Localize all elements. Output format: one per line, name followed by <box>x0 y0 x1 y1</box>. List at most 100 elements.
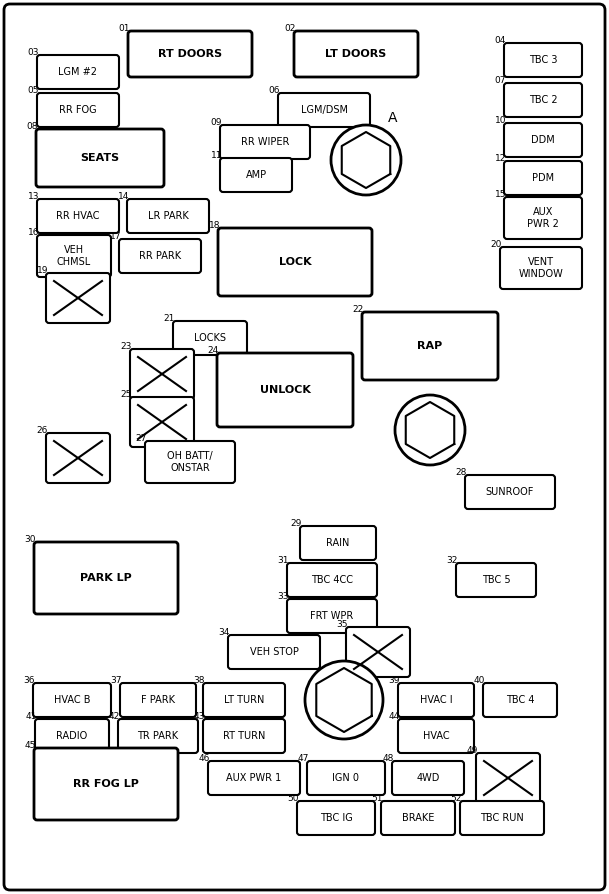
Text: 23: 23 <box>121 342 132 351</box>
Text: 13: 13 <box>27 192 39 201</box>
Text: 06: 06 <box>269 86 280 95</box>
Text: AMP: AMP <box>245 170 267 180</box>
Text: VEH
CHMSL: VEH CHMSL <box>57 245 91 266</box>
Text: 19: 19 <box>37 266 48 275</box>
Text: 08: 08 <box>27 122 38 131</box>
Text: 48: 48 <box>382 754 394 763</box>
Text: 43: 43 <box>194 712 205 721</box>
FancyBboxPatch shape <box>37 199 119 233</box>
Text: 36: 36 <box>24 676 35 685</box>
Text: UNLOCK: UNLOCK <box>259 385 311 395</box>
Text: 33: 33 <box>278 592 289 601</box>
Text: 05: 05 <box>27 86 39 95</box>
Text: RT TURN: RT TURN <box>223 731 265 741</box>
Text: OH BATT/
ONSTAR: OH BATT/ ONSTAR <box>167 451 213 473</box>
Text: 24: 24 <box>208 346 219 355</box>
Text: RR FOG: RR FOG <box>59 105 97 115</box>
Text: 41: 41 <box>26 712 37 721</box>
Text: RR PARK: RR PARK <box>139 251 181 261</box>
FancyBboxPatch shape <box>297 801 375 835</box>
Text: LT TURN: LT TURN <box>224 695 264 705</box>
Text: 4WD: 4WD <box>417 773 440 783</box>
Text: AUX
PWR 2: AUX PWR 2 <box>527 207 559 229</box>
Text: 18: 18 <box>208 221 220 230</box>
Text: 51: 51 <box>371 794 383 803</box>
Text: PDM: PDM <box>532 173 554 183</box>
Circle shape <box>331 125 401 195</box>
Text: 03: 03 <box>27 48 39 57</box>
FancyBboxPatch shape <box>392 761 464 795</box>
Text: HVAC: HVAC <box>423 731 449 741</box>
Text: LR PARK: LR PARK <box>147 211 188 221</box>
Text: LOCKS: LOCKS <box>194 333 226 343</box>
Text: 31: 31 <box>278 556 289 565</box>
Text: 47: 47 <box>298 754 309 763</box>
Text: DDM: DDM <box>531 135 555 145</box>
FancyBboxPatch shape <box>220 158 292 192</box>
Text: HVAC I: HVAC I <box>420 695 452 705</box>
Text: 52: 52 <box>451 794 462 803</box>
Text: 29: 29 <box>290 519 302 528</box>
Text: 40: 40 <box>474 676 485 685</box>
FancyBboxPatch shape <box>460 801 544 835</box>
Text: 21: 21 <box>164 314 175 323</box>
FancyBboxPatch shape <box>145 441 235 483</box>
Text: 49: 49 <box>466 746 478 755</box>
FancyBboxPatch shape <box>465 475 555 509</box>
Text: 46: 46 <box>199 754 210 763</box>
Text: AUX PWR 1: AUX PWR 1 <box>227 773 281 783</box>
Text: 35: 35 <box>337 620 348 629</box>
FancyBboxPatch shape <box>37 93 119 127</box>
Text: 25: 25 <box>121 390 132 399</box>
Text: 17: 17 <box>110 232 121 241</box>
Circle shape <box>395 395 465 465</box>
Text: VEH STOP: VEH STOP <box>250 647 298 657</box>
FancyBboxPatch shape <box>127 199 209 233</box>
FancyBboxPatch shape <box>35 719 109 753</box>
Text: 32: 32 <box>446 556 458 565</box>
FancyBboxPatch shape <box>34 748 178 820</box>
FancyBboxPatch shape <box>217 353 353 427</box>
Text: 28: 28 <box>456 468 467 477</box>
FancyBboxPatch shape <box>362 312 498 380</box>
FancyBboxPatch shape <box>173 321 247 355</box>
Text: 14: 14 <box>118 192 129 201</box>
FancyBboxPatch shape <box>300 526 376 560</box>
Text: 02: 02 <box>284 24 296 33</box>
Circle shape <box>305 661 383 739</box>
Text: 26: 26 <box>37 426 48 435</box>
Text: TBC RUN: TBC RUN <box>480 813 524 823</box>
Text: LOCK: LOCK <box>279 257 311 267</box>
Text: 11: 11 <box>211 151 222 160</box>
Text: TBC 4: TBC 4 <box>505 695 534 705</box>
Text: 16: 16 <box>27 228 39 237</box>
Text: RR WIPER: RR WIPER <box>241 137 289 147</box>
Text: SEATS: SEATS <box>80 153 119 163</box>
Text: HVAC B: HVAC B <box>54 695 90 705</box>
Text: SUNROOF: SUNROOF <box>486 487 534 497</box>
Text: 01: 01 <box>119 24 130 33</box>
Text: TBC 4CC: TBC 4CC <box>311 575 353 585</box>
Text: 42: 42 <box>109 712 120 721</box>
Text: 04: 04 <box>495 36 506 45</box>
Text: RADIO: RADIO <box>57 731 88 741</box>
Text: VENT
WINDOW: VENT WINDOW <box>519 257 563 279</box>
FancyBboxPatch shape <box>220 125 310 159</box>
FancyBboxPatch shape <box>278 93 370 127</box>
FancyBboxPatch shape <box>118 719 198 753</box>
FancyBboxPatch shape <box>203 719 285 753</box>
FancyBboxPatch shape <box>504 197 582 239</box>
FancyBboxPatch shape <box>203 683 285 717</box>
FancyBboxPatch shape <box>287 563 377 597</box>
Text: TBC 3: TBC 3 <box>529 55 557 65</box>
FancyBboxPatch shape <box>208 761 300 795</box>
Text: 22: 22 <box>353 305 364 314</box>
Text: 34: 34 <box>219 628 230 637</box>
FancyBboxPatch shape <box>130 349 194 399</box>
Text: LGM #2: LGM #2 <box>58 67 97 77</box>
Text: LGM/DSM: LGM/DSM <box>300 105 348 115</box>
FancyBboxPatch shape <box>381 801 455 835</box>
FancyBboxPatch shape <box>398 719 474 753</box>
Text: 20: 20 <box>491 240 502 249</box>
FancyBboxPatch shape <box>476 753 540 803</box>
